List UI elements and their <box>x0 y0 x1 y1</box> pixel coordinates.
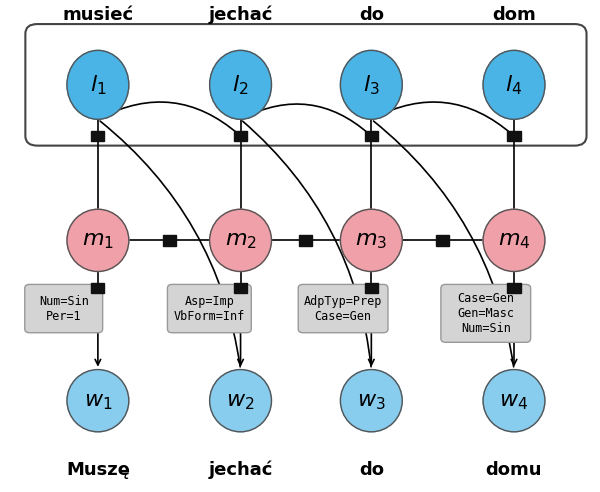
Ellipse shape <box>483 369 545 432</box>
Ellipse shape <box>67 209 129 272</box>
Text: do: do <box>359 6 384 24</box>
Text: $w_2$: $w_2$ <box>226 390 255 412</box>
Bar <box>299 235 313 246</box>
Text: AdpTyp=Prep
Case=Gen: AdpTyp=Prep Case=Gen <box>304 295 382 323</box>
Text: $m_2$: $m_2$ <box>224 229 257 251</box>
Ellipse shape <box>67 369 129 432</box>
Text: Muszę: Muszę <box>66 461 130 479</box>
Text: Asp=Imp
VbForm=Inf: Asp=Imp VbForm=Inf <box>174 295 245 323</box>
Text: $w_3$: $w_3$ <box>357 390 386 412</box>
Ellipse shape <box>67 50 129 119</box>
FancyBboxPatch shape <box>167 284 251 333</box>
Text: $l_2$: $l_2$ <box>232 73 249 96</box>
Text: $w_4$: $w_4$ <box>499 390 529 412</box>
Ellipse shape <box>340 50 402 119</box>
Ellipse shape <box>483 209 545 272</box>
Text: domu: domu <box>486 461 542 479</box>
Ellipse shape <box>209 209 271 272</box>
Text: musieć: musieć <box>62 6 133 24</box>
Text: $m_1$: $m_1$ <box>82 229 114 251</box>
Text: dom: dom <box>492 6 536 24</box>
FancyBboxPatch shape <box>25 24 587 146</box>
Bar <box>91 131 104 141</box>
Bar <box>163 235 176 246</box>
Text: $l_4$: $l_4$ <box>505 73 523 96</box>
Text: $m_4$: $m_4$ <box>497 229 530 251</box>
Text: $m_3$: $m_3$ <box>355 229 388 251</box>
Bar <box>365 131 378 141</box>
Text: jechać: jechać <box>208 5 273 24</box>
FancyBboxPatch shape <box>441 284 530 342</box>
Bar <box>436 235 449 246</box>
Text: Num=Sin
Per=1: Num=Sin Per=1 <box>39 295 89 323</box>
Bar <box>508 131 521 141</box>
Text: $w_1$: $w_1$ <box>83 390 112 412</box>
Bar <box>365 283 378 294</box>
Ellipse shape <box>483 50 545 119</box>
Text: jechać: jechać <box>208 461 273 479</box>
Text: do: do <box>359 461 384 479</box>
Ellipse shape <box>340 209 402 272</box>
Bar <box>91 283 104 294</box>
Text: $l_3$: $l_3$ <box>363 73 380 96</box>
Text: $l_1$: $l_1$ <box>89 73 106 96</box>
Ellipse shape <box>209 50 271 119</box>
Ellipse shape <box>340 369 402 432</box>
Bar <box>234 283 247 294</box>
FancyBboxPatch shape <box>25 284 103 333</box>
Bar <box>508 283 521 294</box>
Ellipse shape <box>209 369 271 432</box>
FancyBboxPatch shape <box>298 284 388 333</box>
Text: Case=Gen
Gen=Masc
Num=Sin: Case=Gen Gen=Masc Num=Sin <box>457 292 514 335</box>
Bar <box>234 131 247 141</box>
